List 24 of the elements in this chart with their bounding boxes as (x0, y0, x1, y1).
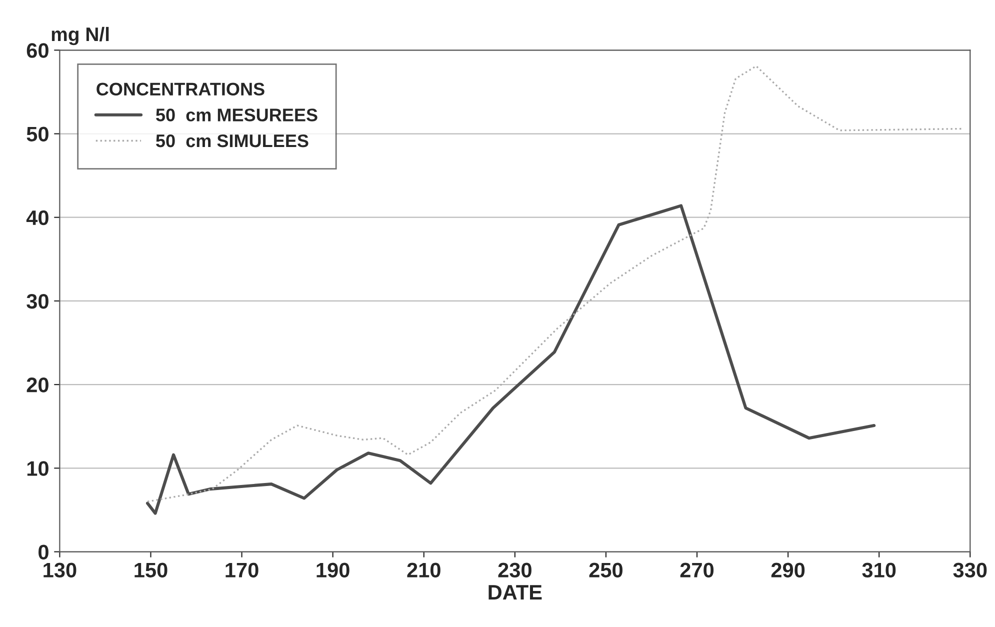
x-tick-label: 210 (407, 562, 440, 578)
y-axis-title: mg N/l (52, 26, 109, 46)
y-tick-label: 30 (26, 294, 48, 309)
line-series (146, 204, 876, 515)
y-tick-label: 0 (38, 544, 48, 560)
x-tick-label: 310 (862, 562, 896, 578)
x-axis-title: DATE (488, 585, 542, 600)
y-tick-label: 50 (26, 126, 48, 142)
legend-label: 50 cm MESUREES (156, 108, 318, 122)
legend-label: 50 cm SIMULEES (156, 134, 308, 148)
x-tick-label: 270 (680, 562, 714, 578)
y-tick-label: 40 (26, 210, 48, 226)
x-tick-label: 290 (771, 562, 805, 578)
x-tick-label: 190 (316, 562, 350, 578)
x-tick-label: 170 (226, 562, 258, 578)
x-tick-label: 130 (44, 562, 76, 578)
x-tick-label: 150 (134, 562, 168, 578)
y-tick-label: 60 (26, 43, 48, 58)
y-tick-label: 20 (26, 378, 48, 392)
x-tick-label: 330 (953, 562, 987, 578)
x-tick-label: 230 (498, 562, 532, 578)
y-tick-label: 10 (27, 461, 48, 476)
legend-title: CONCENTRATIONS (96, 82, 264, 96)
x-tick-label: 250 (589, 562, 622, 578)
